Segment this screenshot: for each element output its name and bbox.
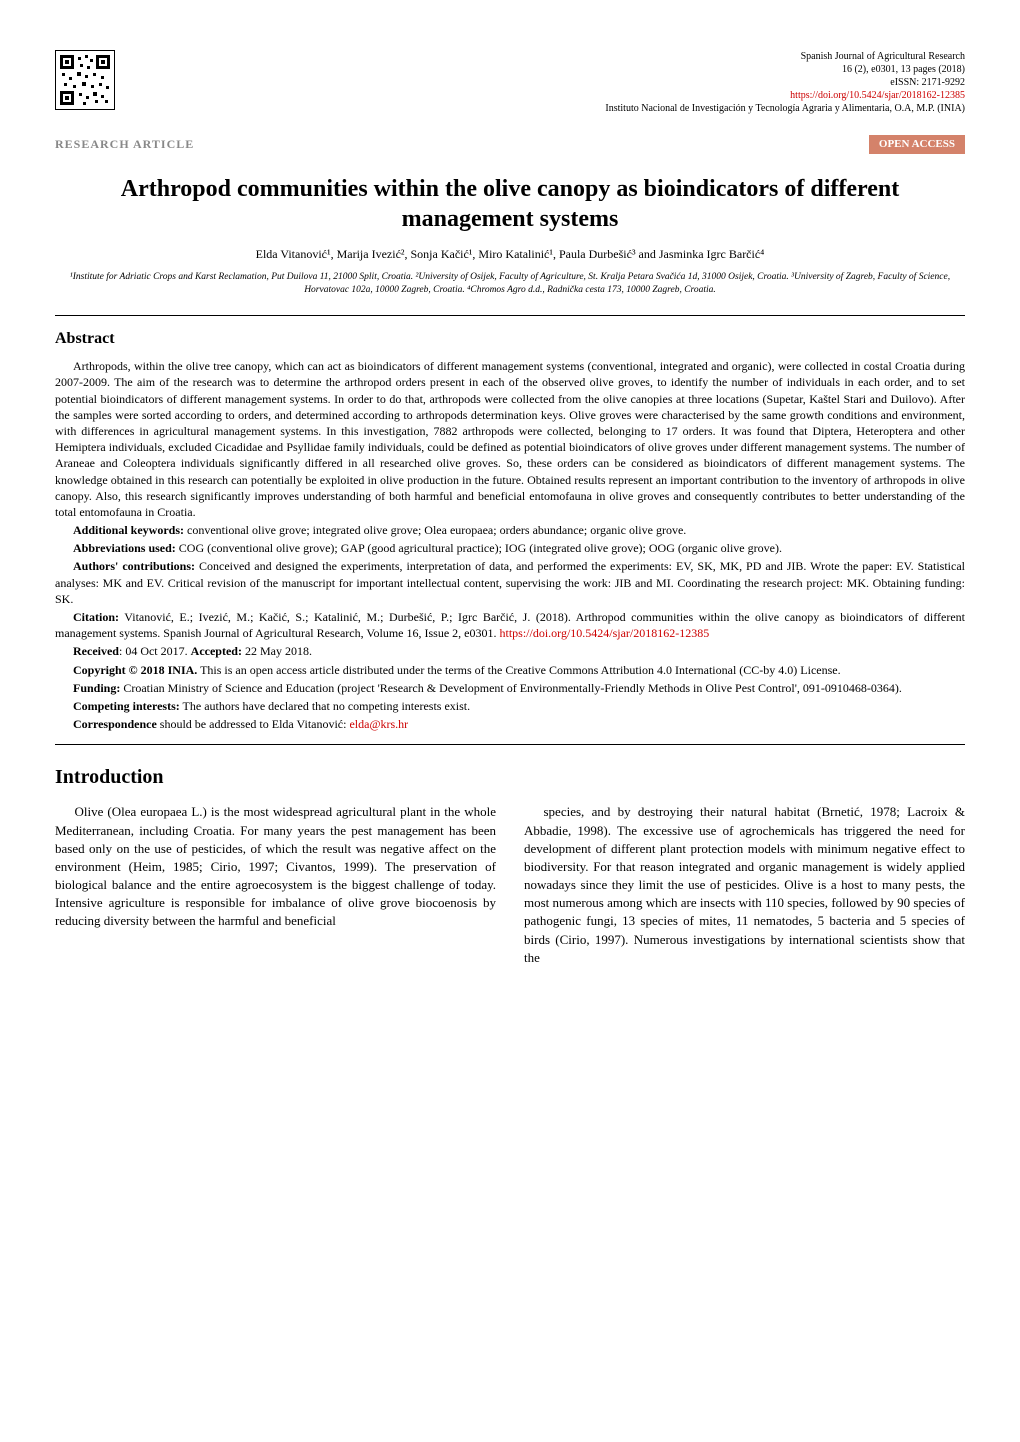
journal-doi-link[interactable]: https://doi.org/10.5424/sjar/2018162-123… (605, 89, 965, 102)
abbrev-label: Abbreviations used: (73, 541, 176, 555)
funding-value: Croatian Ministry of Science and Educati… (120, 681, 902, 695)
intro-col-2: species, and by destroying their natural… (524, 803, 965, 967)
keywords-line: Additional keywords: conventional olive … (55, 522, 965, 538)
dates-line: Received: 04 Oct 2017. Accepted: 22 May … (55, 643, 965, 659)
journal-publisher: Instituto Nacional de Investigación y Te… (605, 102, 965, 115)
journal-eissn: eISSN: 2171-9292 (605, 76, 965, 89)
rule-bottom (55, 744, 965, 745)
received-value: : 04 Oct 2017. (119, 644, 191, 658)
correspondence-email[interactable]: elda@krs.hr (349, 717, 408, 731)
citation-label: Citation: (73, 610, 119, 624)
abstract-body: Arthropods, within the olive tree canopy… (55, 358, 965, 732)
intro-columns: Olive (Olea europaea L.) is the most wid… (55, 803, 965, 967)
page-header: Spanish Journal of Agricultural Research… (55, 50, 965, 115)
funding-label: Funding: (73, 681, 120, 695)
copyright-label: Copyright © 2018 INIA. (73, 663, 197, 677)
abbrev-line: Abbreviations used: COG (conventional ol… (55, 540, 965, 556)
received-label: Received (73, 644, 119, 658)
intro-col-1-text: Olive (Olea europaea L.) is the most wid… (55, 803, 496, 930)
correspondence-value: should be addressed to Elda Vitanović: (157, 717, 350, 731)
contrib-line: Authors' contributions: Conceived and de… (55, 558, 965, 607)
article-type-label: RESEARCH ARTICLE (55, 136, 194, 153)
intro-col-1: Olive (Olea europaea L.) is the most wid… (55, 803, 496, 967)
copyright-line: Copyright © 2018 INIA. This is an open a… (55, 662, 965, 678)
competing-value: The authors have declared that no compet… (180, 699, 470, 713)
rule-top (55, 315, 965, 316)
qr-svg (55, 50, 115, 110)
copyright-value: This is an open access article distribut… (197, 663, 840, 677)
citation-doi-link[interactable]: https://doi.org/10.5424/sjar/2018162-123… (499, 626, 709, 640)
competing-label: Competing interests: (73, 699, 180, 713)
funding-line: Funding: Croatian Ministry of Science an… (55, 680, 965, 696)
keywords-value: conventional olive grove; integrated oli… (184, 523, 686, 537)
authors-line: Elda Vitanović¹, Marija Ivezić², Sonja K… (55, 246, 965, 263)
article-type-row: RESEARCH ARTICLE OPEN ACCESS (55, 135, 965, 154)
journal-info: Spanish Journal of Agricultural Research… (605, 50, 965, 115)
journal-issue: 16 (2), e0301, 13 pages (2018) (605, 63, 965, 76)
contrib-label: Authors' contributions: (73, 559, 195, 573)
introduction-heading: Introduction (55, 763, 965, 791)
correspondence-line: Correspondence should be addressed to El… (55, 716, 965, 732)
article-title: Arthropod communities within the olive c… (55, 174, 965, 234)
abstract-heading: Abstract (55, 328, 965, 350)
intro-col-2-text: species, and by destroying their natural… (524, 803, 965, 967)
correspondence-label: Correspondence (73, 717, 157, 731)
abbrev-value: COG (conventional olive grove); GAP (goo… (176, 541, 782, 555)
open-access-badge: OPEN ACCESS (869, 135, 965, 154)
keywords-label: Additional keywords: (73, 523, 184, 537)
journal-name: Spanish Journal of Agricultural Research (605, 50, 965, 63)
competing-line: Competing interests: The authors have de… (55, 698, 965, 714)
qr-code-icon (55, 50, 115, 110)
citation-line: Citation: Vitanović, E.; Ivezić, M.; Kač… (55, 609, 965, 641)
abstract-text: Arthropods, within the olive tree canopy… (55, 358, 965, 520)
affiliations: ¹Institute for Adriatic Crops and Karst … (55, 271, 965, 297)
accepted-value: 22 May 2018. (242, 644, 312, 658)
accepted-label: Accepted: (191, 644, 242, 658)
